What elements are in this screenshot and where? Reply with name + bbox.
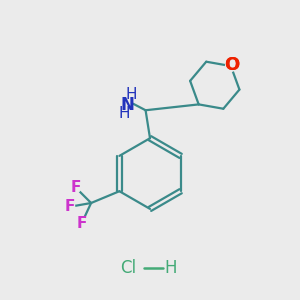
Circle shape <box>70 182 81 193</box>
Circle shape <box>226 61 236 71</box>
Text: F: F <box>76 215 87 230</box>
Text: O: O <box>224 56 239 74</box>
Text: Cl: Cl <box>120 259 136 277</box>
Text: H: H <box>125 87 136 102</box>
Text: F: F <box>70 180 81 195</box>
Text: H: H <box>164 259 177 277</box>
Text: O: O <box>224 56 239 74</box>
Text: F: F <box>64 199 75 214</box>
Text: H: H <box>118 106 130 121</box>
Text: N: N <box>120 96 134 114</box>
Circle shape <box>76 218 87 228</box>
Circle shape <box>64 202 75 212</box>
